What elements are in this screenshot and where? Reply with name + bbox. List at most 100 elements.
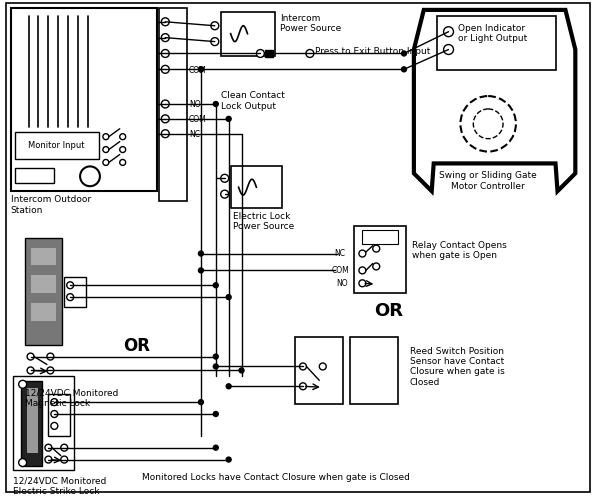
Bar [27,388,39,452]
Circle shape [45,456,52,463]
Circle shape [162,50,169,58]
Circle shape [198,251,203,256]
Bar [350,337,398,404]
Circle shape [226,294,231,300]
Circle shape [256,50,264,58]
Circle shape [103,160,109,166]
Circle shape [385,231,395,240]
Circle shape [51,422,58,430]
Text: Intercom Outdoor
Station: Intercom Outdoor Station [11,195,91,214]
Text: OR: OR [375,302,403,320]
Circle shape [461,96,516,152]
Bar [362,230,398,243]
Bar [11,8,157,191]
Text: Monitored Locks have Contact Closure when gate is Closed: Monitored Locks have Contact Closure whe… [141,474,409,482]
Circle shape [226,384,231,389]
Bar [30,276,57,293]
Bar [265,50,273,58]
Circle shape [211,38,219,46]
Bar [21,382,42,466]
Circle shape [80,166,100,186]
Circle shape [221,190,229,198]
Circle shape [51,398,58,406]
Circle shape [18,458,27,466]
Text: Swing or Sliding Gate
Motor Controller: Swing or Sliding Gate Motor Controller [439,172,537,190]
Bar [24,238,62,344]
Circle shape [198,67,203,72]
Text: NC: NC [334,249,346,258]
Bar [221,12,275,56]
Text: NC: NC [189,130,200,139]
Circle shape [306,50,314,58]
Circle shape [299,383,306,390]
Circle shape [27,353,34,360]
Circle shape [162,66,169,74]
Text: COM: COM [332,266,349,275]
Circle shape [103,146,109,152]
Circle shape [226,116,231,121]
Circle shape [211,22,219,30]
Circle shape [402,67,406,72]
Circle shape [443,26,454,36]
Circle shape [47,367,54,374]
Circle shape [473,109,503,138]
Circle shape [359,267,366,274]
Circle shape [213,364,218,369]
Circle shape [162,18,169,26]
Circle shape [365,231,375,240]
Circle shape [198,268,203,273]
Circle shape [226,457,231,462]
Polygon shape [414,10,575,191]
Circle shape [213,354,218,359]
Circle shape [120,146,126,152]
Circle shape [103,134,109,140]
Circle shape [213,283,218,288]
Circle shape [198,67,203,72]
Bar [355,226,406,293]
Circle shape [359,280,366,286]
Circle shape [162,100,169,108]
Bar [30,248,57,266]
Text: Electric Lock
Power Source: Electric Lock Power Source [232,212,294,232]
Text: Relay Contact Opens
when gate is Open: Relay Contact Opens when gate is Open [412,240,507,260]
Circle shape [27,367,34,374]
Text: Monitor Input: Monitor Input [28,141,85,150]
Circle shape [120,134,126,140]
Circle shape [402,51,406,56]
Circle shape [213,102,218,106]
Circle shape [213,445,218,450]
Text: Intercom
Power Source: Intercom Power Source [280,14,342,34]
Bar [231,166,282,208]
Bar [13,376,74,470]
Bar [48,394,70,436]
Text: Clean Contact
Lock Output: Clean Contact Lock Output [221,91,285,110]
Circle shape [372,263,380,270]
Circle shape [162,34,169,42]
Text: COM: COM [189,66,207,75]
Circle shape [299,363,306,370]
Circle shape [221,174,229,182]
Text: NO: NO [337,279,348,288]
Text: NO: NO [189,100,201,110]
Bar [64,278,86,307]
Circle shape [372,245,380,252]
Text: COM: COM [189,116,207,124]
Circle shape [67,294,74,300]
Circle shape [51,410,58,418]
Bar [15,168,54,183]
Text: Reed Switch Position
Sensor have Contact
Closure when gate is
Closed: Reed Switch Position Sensor have Contact… [410,346,505,387]
Circle shape [239,368,244,373]
Circle shape [319,363,326,370]
Bar [437,16,555,70]
Bar [159,8,187,201]
Circle shape [162,115,169,123]
Text: 12/24VDC Monitored
Electric Strike Lock: 12/24VDC Monitored Electric Strike Lock [13,476,106,496]
Circle shape [162,130,169,138]
Circle shape [61,456,68,463]
Bar [295,337,343,404]
Circle shape [198,400,203,404]
Circle shape [18,380,27,388]
Text: Open Indicator
or Light Output: Open Indicator or Light Output [458,24,527,43]
Circle shape [213,412,218,416]
Bar [15,132,99,160]
